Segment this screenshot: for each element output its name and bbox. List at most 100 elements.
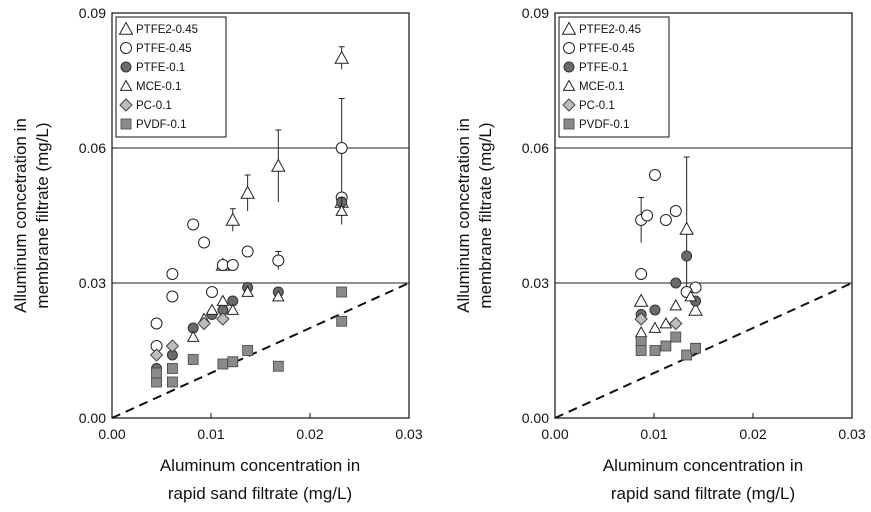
legend: PTFE2-0.45 PTFE-0.45 PTFE-0.1 MCE-0.1 PC-0.1… <box>558 16 670 138</box>
chart-panel-1: 0.00 0.01 0.02 0.03 0.00 0.03 0.06 0.09 Aluminum… <box>11 5 423 503</box>
data-point <box>669 316 683 331</box>
legend-label: PTFE-0.1 <box>579 62 628 74</box>
data-point <box>226 303 240 315</box>
y-axis-label: membrane filtrate (mg/L) <box>476 122 495 308</box>
x-axis-label: rapid sand filtrate (mg/L) <box>168 484 352 503</box>
x-tick-label: 0.01 <box>197 426 224 442</box>
data-point <box>241 285 254 297</box>
y-axis-label: membrane filtrate (mg/L) <box>33 122 52 308</box>
x-tick-label: 0.02 <box>739 426 766 442</box>
y-tick-label: 0.03 <box>79 275 106 291</box>
data-point <box>659 214 672 226</box>
data-point <box>272 254 285 267</box>
data-point <box>688 302 703 316</box>
x-axis-label: rapid sand filtrate (mg/L) <box>611 484 795 503</box>
data-point <box>635 268 648 280</box>
legend-box <box>115 16 227 138</box>
data-point <box>227 356 239 368</box>
data-point <box>150 317 163 330</box>
legend-label: MCE-0.1 <box>136 81 181 93</box>
one-to-one-line <box>111 282 410 419</box>
y-tick-label: 0.06 <box>522 140 549 156</box>
legend-marker <box>119 98 133 112</box>
data-point <box>669 298 683 311</box>
y-tick-label: 0.00 <box>79 410 106 426</box>
legend-marker <box>562 98 576 112</box>
data-point <box>166 268 179 280</box>
data-point <box>648 321 662 333</box>
legend-label: PC-0.1 <box>136 100 172 112</box>
legend-label: PTFE-0.45 <box>136 43 192 55</box>
legend-label: PTFE2-0.45 <box>136 24 198 36</box>
data-point <box>684 289 697 302</box>
data-point <box>205 303 219 315</box>
data-point <box>165 339 180 353</box>
legend-marker <box>120 61 132 73</box>
plot-frame <box>554 12 853 419</box>
data-point <box>659 316 673 329</box>
data-point <box>242 345 254 356</box>
data-point <box>681 349 693 361</box>
data-point <box>216 259 229 271</box>
data-point <box>690 342 701 354</box>
legend-label: PVDF-0.1 <box>579 119 630 131</box>
data-point <box>166 376 178 388</box>
x-tick-label: 0.00 <box>541 426 568 442</box>
data-point <box>205 286 218 298</box>
legend-marker <box>563 61 575 73</box>
data-point <box>335 204 349 216</box>
legend-marker <box>563 118 575 130</box>
plot-frame <box>111 12 410 419</box>
data-point <box>649 304 661 316</box>
data-point <box>272 360 284 372</box>
data-point <box>649 345 661 356</box>
legend-box <box>558 16 670 138</box>
legend-marker <box>119 79 133 91</box>
data-point <box>151 376 162 388</box>
data-point <box>633 293 649 307</box>
data-point <box>187 218 200 231</box>
y-tick-label: 0.09 <box>79 5 106 21</box>
data-point <box>641 209 654 222</box>
y-tick-label: 0.03 <box>522 275 549 291</box>
x-axis-label: Aluminum concentration in <box>603 456 803 475</box>
legend-label: PTFE2-0.45 <box>579 24 641 36</box>
data-point <box>217 358 229 370</box>
data-point <box>151 367 162 379</box>
data-point <box>334 50 350 64</box>
one-to-one-line <box>554 282 853 419</box>
data-point <box>225 212 241 226</box>
data-point <box>670 331 682 343</box>
legend-marker <box>562 79 576 91</box>
data-point <box>335 142 348 154</box>
legend: PTFE2-0.45 PTFE-0.45 PTFE-0.1 MCE-0.1 PC-0.1… <box>115 16 227 138</box>
data-point <box>635 345 647 356</box>
data-point <box>198 236 211 249</box>
x-tick-label: 0.01 <box>640 426 667 442</box>
data-point <box>216 294 230 306</box>
y-axis-label: Alluminum concetration in <box>454 118 473 313</box>
legend-marker <box>118 21 134 35</box>
legend-marker <box>561 21 577 35</box>
x-tick-label: 0.00 <box>98 426 125 442</box>
data-point <box>271 289 285 302</box>
legend-label: PTFE-0.1 <box>136 62 185 74</box>
y-tick-label: 0.00 <box>522 410 549 426</box>
x-tick-label: 0.03 <box>395 426 422 442</box>
legend-marker <box>563 42 575 54</box>
data-point <box>166 290 179 303</box>
data-point <box>197 316 211 331</box>
data-point <box>187 354 199 365</box>
x-tick-label: 0.03 <box>838 426 865 442</box>
chart-panel-2: 0.00 0.01 0.02 0.03 0.00 0.03 0.06 0.09 Aluminum… <box>454 5 866 503</box>
data-point <box>166 363 178 374</box>
data-point <box>634 325 648 338</box>
legend-label: PC-0.1 <box>579 100 615 112</box>
legend-marker <box>120 118 132 130</box>
data-point <box>270 158 286 172</box>
y-axis-label: Alluminum concetration in <box>11 118 30 313</box>
data-point <box>670 277 682 289</box>
data-point <box>635 336 647 347</box>
data-point <box>241 245 254 258</box>
